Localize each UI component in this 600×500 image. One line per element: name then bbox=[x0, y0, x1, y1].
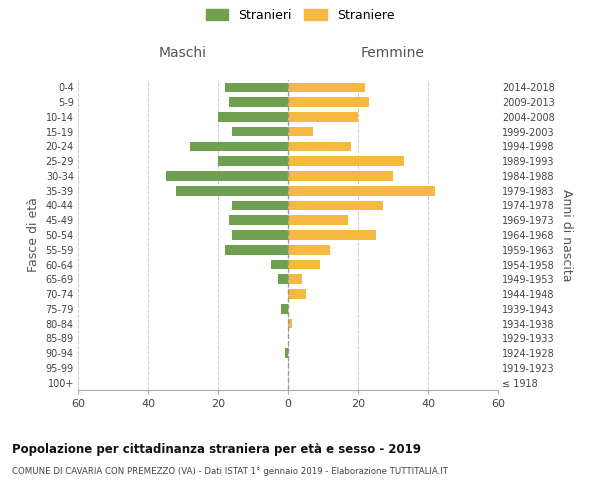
Bar bbox=[225, 82, 288, 92]
Bar bbox=[232, 200, 288, 210]
Bar bbox=[288, 245, 330, 254]
Bar bbox=[176, 186, 288, 196]
Bar bbox=[288, 156, 404, 166]
Bar bbox=[288, 127, 313, 136]
Text: Popolazione per cittadinanza straniera per età e sesso - 2019: Popolazione per cittadinanza straniera p… bbox=[12, 442, 421, 456]
Y-axis label: Fasce di età: Fasce di età bbox=[27, 198, 40, 272]
Bar bbox=[166, 171, 288, 180]
Bar bbox=[288, 260, 320, 270]
Bar bbox=[288, 200, 383, 210]
Bar bbox=[271, 260, 288, 270]
Bar bbox=[232, 127, 288, 136]
Bar bbox=[288, 319, 292, 328]
Bar bbox=[218, 156, 288, 166]
Bar bbox=[288, 171, 393, 180]
Bar bbox=[288, 82, 365, 92]
Bar bbox=[281, 304, 288, 314]
Bar bbox=[229, 216, 288, 225]
Bar bbox=[288, 112, 358, 122]
Bar bbox=[288, 216, 347, 225]
Bar bbox=[277, 274, 288, 284]
Bar bbox=[218, 112, 288, 122]
Bar bbox=[232, 230, 288, 240]
Bar bbox=[288, 274, 302, 284]
Bar bbox=[288, 230, 376, 240]
Bar bbox=[288, 98, 368, 107]
Bar bbox=[288, 142, 351, 151]
Bar bbox=[225, 245, 288, 254]
Y-axis label: Anni di nascita: Anni di nascita bbox=[560, 188, 574, 281]
Bar bbox=[229, 98, 288, 107]
Bar bbox=[190, 142, 288, 151]
Bar bbox=[288, 289, 305, 299]
Text: COMUNE DI CAVARIA CON PREMEZZO (VA) - Dati ISTAT 1° gennaio 2019 - Elaborazione : COMUNE DI CAVARIA CON PREMEZZO (VA) - Da… bbox=[12, 468, 448, 476]
Legend: Stranieri, Straniere: Stranieri, Straniere bbox=[206, 8, 394, 22]
Text: Maschi: Maschi bbox=[159, 46, 207, 60]
Text: Femmine: Femmine bbox=[361, 46, 425, 60]
Bar bbox=[284, 348, 288, 358]
Bar bbox=[288, 186, 435, 196]
